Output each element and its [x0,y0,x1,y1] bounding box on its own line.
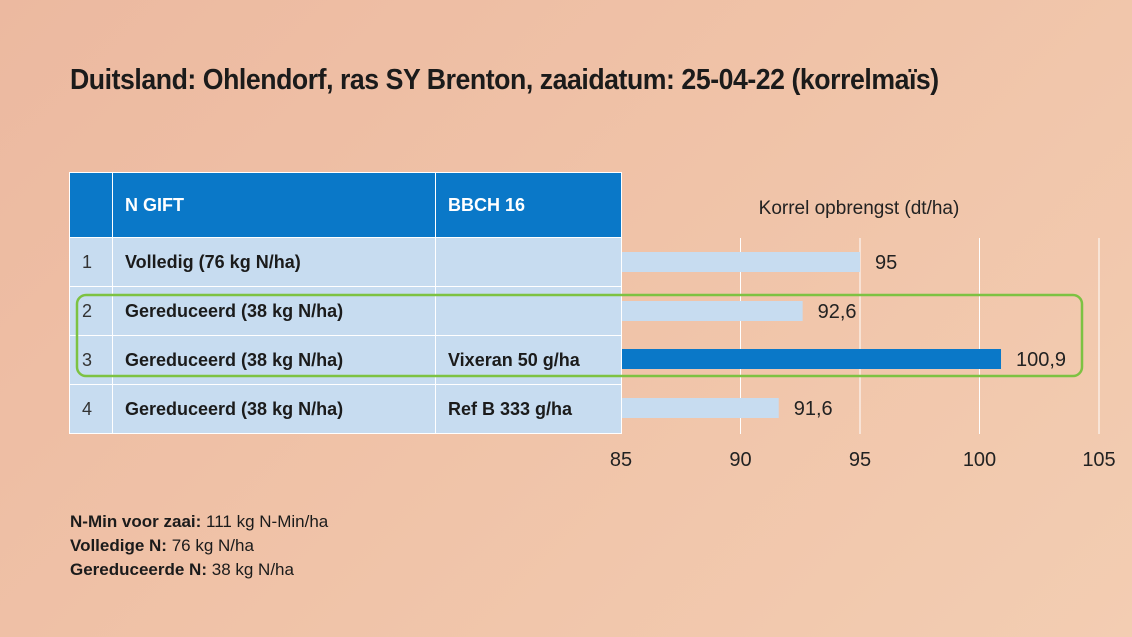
bar-value-label: 95 [875,252,897,274]
axis-title: Korrel opbrengst (dt/ha) [759,198,960,219]
bar-3 [621,349,1002,369]
note-row: N-Min voor zaai: 111 kg N-Min/ha [70,510,328,534]
row-n-gift: Gereduceerd (38 kg N/ha) [112,335,436,385]
x-tick-label: 85 [610,449,632,471]
bar-4 [621,398,779,418]
x-tick-label: 100 [963,449,996,471]
table-row: 3 Gereduceerd (38 kg N/ha) Vixeran 50 g/… [69,335,622,385]
x-tick-label: 95 [849,449,871,471]
row-bbch [435,237,622,287]
table-row: 2 Gereduceerd (38 kg N/ha) [69,286,622,336]
row-number: 1 [69,237,113,287]
header-n-gift: N GIFT [112,172,436,238]
bar-value-label: 92,6 [818,301,857,323]
treatment-table: N GIFT BBCH 16 1 Volledig (76 kg N/ha) 2… [69,172,622,434]
bar-value-label: 100,9 [1016,349,1066,371]
note-row: Volledige N: 76 kg N/ha [70,534,328,558]
row-n-gift: Gereduceerd (38 kg N/ha) [112,384,436,434]
header-num [69,172,113,238]
note-value: 38 kg N/ha [211,560,294,579]
row-bbch [435,286,622,336]
bar-value-label: 91,6 [794,398,833,420]
bar-1 [621,252,860,272]
bar-2 [621,301,803,321]
row-bbch: Ref B 333 g/ha [435,384,622,434]
table-row: 4 Gereduceerd (38 kg N/ha) Ref B 333 g/h… [69,384,622,434]
chart-title: Duitsland: Ohlendorf, ras SY Brenton, za… [70,64,939,96]
header-bbch: BBCH 16 [435,172,622,238]
note-label: Volledige N: [70,536,167,555]
note-value: 76 kg N/ha [171,536,254,555]
notes: N-Min voor zaai: 111 kg N-Min/ha Volledi… [70,510,328,582]
note-label: N-Min voor zaai: [70,512,202,531]
row-number: 4 [69,384,113,434]
table-row: 1 Volledig (76 kg N/ha) [69,237,622,287]
note-value: 111 kg N-Min/ha [206,512,329,531]
row-number: 3 [69,335,113,385]
row-n-gift: Volledig (76 kg N/ha) [112,237,436,287]
x-tick-label: 105 [1082,449,1115,471]
note-row: Gereduceerde N: 38 kg N/ha [70,558,328,582]
x-tick-label: 90 [729,449,751,471]
note-label: Gereduceerde N: [70,560,207,579]
row-n-gift: Gereduceerd (38 kg N/ha) [112,286,436,336]
row-number: 2 [69,286,113,336]
row-bbch: Vixeran 50 g/ha [435,335,622,385]
table-header-row: N GIFT BBCH 16 [69,172,622,238]
